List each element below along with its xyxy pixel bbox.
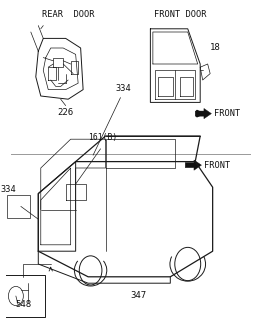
- Text: 347: 347: [129, 292, 145, 300]
- Polygon shape: [195, 108, 211, 119]
- Text: 334: 334: [1, 185, 16, 194]
- Text: 548: 548: [15, 300, 31, 309]
- Text: 226: 226: [57, 108, 73, 116]
- Text: 334: 334: [115, 84, 130, 92]
- Text: 18: 18: [209, 44, 220, 52]
- Text: REAR  DOOR: REAR DOOR: [42, 10, 94, 19]
- Text: 161(B): 161(B): [88, 133, 117, 142]
- Text: FRONT DOOR: FRONT DOOR: [153, 10, 206, 19]
- Polygon shape: [184, 160, 201, 170]
- Text: FRONT: FRONT: [213, 109, 239, 118]
- Text: FRONT: FRONT: [203, 161, 229, 170]
